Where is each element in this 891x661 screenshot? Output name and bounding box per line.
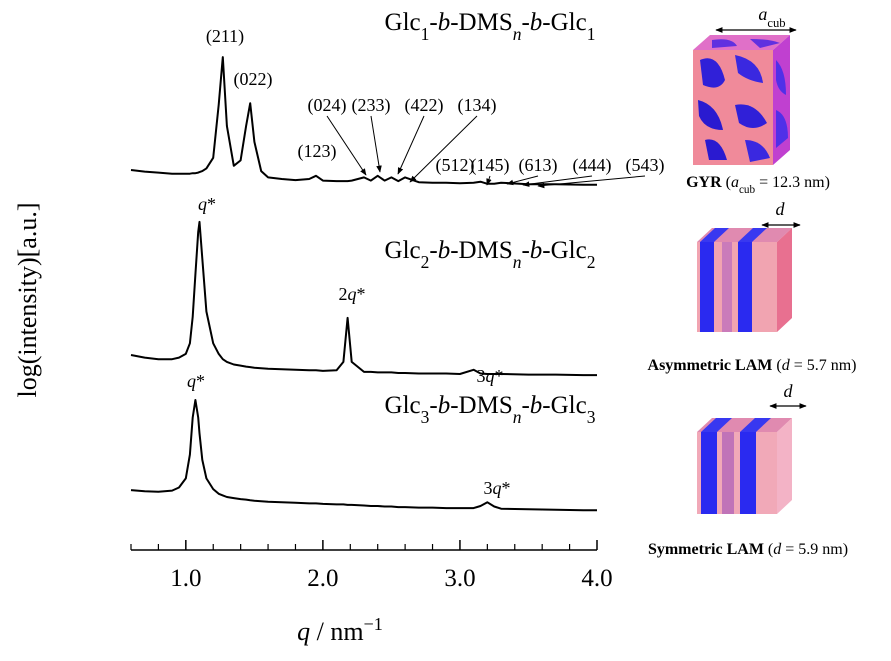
peak-label: (024) <box>308 95 347 116</box>
peak-arrow <box>537 175 646 189</box>
series-name: Glc3-b-DMSn-b-Glc3 <box>385 392 596 427</box>
series-line <box>130 399 597 512</box>
peak-label: (211) <box>206 26 244 47</box>
x-tick-label: 2.0 <box>307 565 338 592</box>
peak-label: q* <box>187 371 205 391</box>
peak-arrow <box>326 115 367 176</box>
asym-lam-cube <box>697 228 792 332</box>
gyr-cube <box>693 35 790 165</box>
dimension-label: d <box>784 381 794 401</box>
peak-label: (145) <box>471 155 510 176</box>
peak-label: (022) <box>234 69 273 90</box>
dimension-label: d <box>776 199 786 219</box>
peak-label: 3q* <box>477 366 504 386</box>
structure-parameter: (d = 5.7 nm) <box>776 357 856 374</box>
structure-parameter: (acub = 12.3 nm) <box>726 174 830 196</box>
peak-label: (543) <box>626 155 665 176</box>
structure-caption: Asymmetric LAM (d = 5.7 nm) <box>648 357 857 374</box>
series-name: Glc2-b-DMSn-b-Glc2 <box>385 237 596 272</box>
peak-arrow <box>409 115 478 183</box>
y-axis-label: log(intensity)[a.u.] <box>13 203 42 398</box>
dimension-label: acub <box>758 4 785 30</box>
structure-name: Asymmetric LAM <box>648 357 773 374</box>
x-tick-label: 3.0 <box>444 565 475 592</box>
structure-parameter: (d = 5.9 nm) <box>768 541 848 558</box>
peak-arrow <box>506 175 539 186</box>
peak-label: (134) <box>458 95 497 116</box>
peak-arrow <box>522 175 593 187</box>
peak-label: (123) <box>298 141 337 162</box>
peak-label: (444) <box>573 155 612 176</box>
peak-label: (422) <box>405 95 444 116</box>
series-name: Glc1-b-DMSn-b-Glc1 <box>385 9 596 44</box>
peak-label: (613) <box>519 155 558 176</box>
structure-name: GYR <box>686 174 722 191</box>
structure-caption: GYR (acub = 12.3 nm) <box>686 174 830 196</box>
sym-lam-cube <box>697 418 792 514</box>
peak-arrow <box>397 115 425 175</box>
peak-label: q* <box>198 194 216 214</box>
structure-caption: Symmetric LAM (d = 5.9 nm) <box>648 541 848 558</box>
x-tick-label: 1.0 <box>170 565 201 592</box>
peak-arrow <box>370 115 382 173</box>
x-axis-label: q / nm−1 <box>297 614 383 646</box>
series-line <box>130 56 597 186</box>
x-tick-label: 4.0 <box>581 565 612 592</box>
peak-label: (512) <box>436 155 475 176</box>
series-line <box>130 220 597 377</box>
peak-label: 2q* <box>339 284 366 304</box>
peak-label: (233) <box>352 95 391 116</box>
structure-name: Symmetric LAM <box>648 541 764 558</box>
peak-label: 3q* <box>484 478 511 498</box>
peak-arrow <box>486 175 492 186</box>
